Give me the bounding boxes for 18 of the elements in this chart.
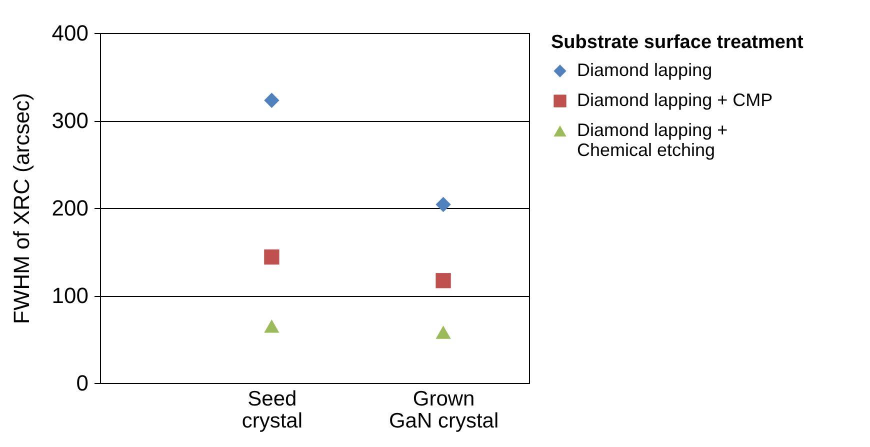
y-tick-label: 300: [52, 108, 88, 133]
point: [264, 320, 280, 333]
point: [436, 273, 451, 288]
point: [436, 196, 451, 212]
legend-title: Substrate surface treatment: [551, 32, 804, 53]
y-tick-label: 200: [52, 196, 88, 220]
x-tick-label: Grown GaN crystal: [388, 388, 499, 432]
x-tick-label: Seed crystal: [242, 388, 303, 432]
point: [436, 326, 451, 339]
y-axis-title: FWHM of XRC (arcsec): [8, 93, 34, 324]
legend-label: Diamond lapping: [577, 60, 712, 80]
point: [264, 249, 280, 265]
point: [264, 92, 280, 108]
y-tick-label: 100: [52, 283, 88, 308]
legend-label: Diamond lapping + Chemical etching: [577, 120, 728, 160]
legend-label: Diamond lapping + CMP: [577, 90, 773, 110]
y-tick-label: 0: [76, 370, 88, 396]
y-tick-label: 400: [52, 20, 88, 46]
